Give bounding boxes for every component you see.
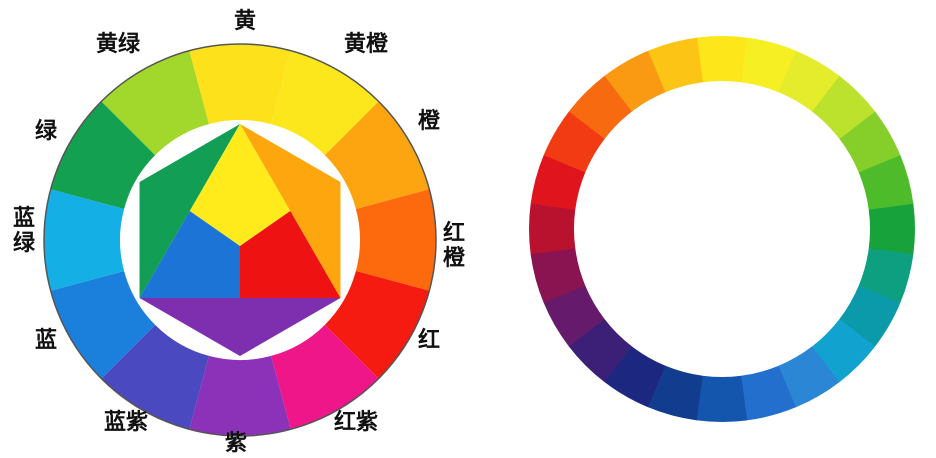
segment-13	[696, 375, 748, 422]
hue-label-yellow: 黄	[234, 9, 256, 34]
segment-10	[811, 319, 876, 383]
segment-24	[648, 37, 703, 93]
segment-22	[568, 75, 633, 139]
segment-yellow	[189, 44, 291, 125]
segment-6	[858, 155, 914, 210]
segment-7	[868, 203, 916, 255]
segment-green	[50, 101, 156, 209]
hue-labels: 黄 黄橙 橙 红橙 红 红紫 紫 蓝紫 蓝 蓝绿 绿 黄绿	[13, 9, 466, 456]
segment-4	[812, 75, 876, 140]
hue-label-red-purple: 红紫	[334, 409, 378, 435]
right-ring-segments	[529, 36, 916, 422]
segment-5	[839, 111, 901, 173]
segment-17	[543, 285, 605, 347]
segment-20	[530, 154, 586, 210]
center-primary-secondary-figure	[139, 124, 341, 356]
yellow-primary-triangle	[189, 124, 291, 246]
segment-15	[604, 346, 666, 408]
segment-blue-green	[44, 189, 125, 291]
segment-8	[858, 248, 914, 304]
blue-primary-triangle	[139, 211, 240, 298]
segment-blue-purple	[101, 324, 209, 430]
hue-label-red: 红	[418, 327, 440, 353]
segment-red-purple	[271, 324, 379, 430]
orange-secondary-triangle	[240, 124, 341, 298]
hue-label-yellow-green: 黄绿	[96, 31, 141, 57]
segment-14	[647, 365, 703, 421]
segment-orange	[324, 101, 430, 209]
hue-label-orange: 橙	[418, 109, 441, 134]
segment-11	[778, 346, 840, 408]
segment-18	[530, 248, 586, 303]
wheel-outline	[43, 43, 437, 437]
segment-yellow-orange	[271, 50, 379, 156]
segment-9	[839, 285, 901, 347]
red-primary-triangle	[240, 211, 341, 298]
purple-secondary-triangle	[139, 298, 341, 356]
segment-2	[741, 37, 797, 93]
segment-23	[604, 50, 666, 112]
segment-purple	[189, 355, 291, 436]
segment-19	[529, 203, 576, 255]
twelve-hue-color-wheel: 黄 黄橙 橙 红橙 红 红紫 紫 蓝紫 蓝 蓝绿 绿 黄绿	[13, 9, 466, 456]
segment-blue	[50, 271, 156, 379]
hue-label-yellow-orange: 黄橙	[344, 32, 389, 57]
segment-3	[778, 50, 840, 112]
hue-label-blue-green: 蓝绿	[13, 206, 36, 256]
hue-label-red-orange: 红橙	[443, 220, 466, 271]
segment-red	[324, 271, 430, 379]
segment-yellow-green	[101, 50, 209, 156]
hue-label-blue-purple: 蓝紫	[104, 409, 148, 435]
segment-red-orange	[355, 189, 436, 291]
segment-16	[568, 318, 632, 383]
segment-21	[543, 111, 605, 173]
segment-1	[696, 36, 748, 83]
hue-label-blue: 蓝	[35, 328, 57, 353]
left-ring-segments	[43, 43, 437, 437]
hue-label-purple: 紫	[225, 430, 247, 456]
hue-label-green: 绿	[35, 118, 58, 144]
segment-12	[741, 365, 796, 421]
